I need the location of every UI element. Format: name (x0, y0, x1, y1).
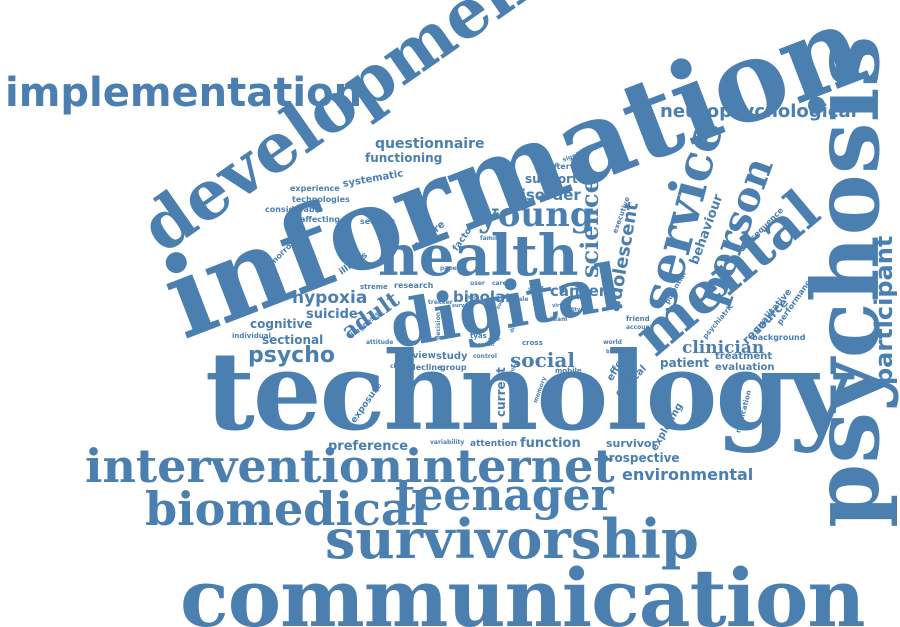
word-survey: survey (452, 303, 471, 309)
word-questionnaire: questionnaire (375, 136, 485, 152)
word-decline: decline (410, 363, 443, 372)
word-preference: preference (328, 439, 409, 454)
word-account: account (626, 324, 653, 331)
word-evaluation: evaluation (715, 362, 775, 373)
word-attitude: attitude (366, 339, 394, 346)
word-background: background (752, 333, 806, 342)
word-change: change (390, 363, 415, 370)
word-clinician: clinician (682, 338, 765, 358)
word-tool: tool (468, 295, 479, 301)
word-barrier: barrier (606, 349, 626, 355)
word-technology: technology (205, 329, 852, 455)
word-treatment: treatment (715, 351, 773, 362)
word-implementation: implementation (5, 70, 363, 116)
word-care: care (492, 280, 507, 287)
word-control: control (473, 353, 497, 360)
word-individual: individual (232, 332, 271, 340)
word-participant: participant (870, 235, 898, 385)
word-user: user (470, 280, 485, 287)
word-young: young (478, 195, 594, 235)
word-affecting: affecting (300, 215, 341, 224)
word-year: year (488, 337, 501, 343)
word-team: team (550, 316, 568, 323)
word-neuropsychological: neuropsychological (660, 101, 857, 122)
word-support: support (525, 172, 578, 186)
word-seeking: seeking (360, 217, 396, 226)
word-trekker: trekker (428, 299, 453, 306)
word-suicide: suicide (306, 307, 358, 322)
word-function: function (520, 436, 581, 451)
word-prospective: prospective (600, 451, 680, 465)
word-sectional: sectional (262, 333, 324, 347)
word-social: social (510, 348, 575, 372)
word-current: current (494, 367, 508, 417)
word-patient: patient (660, 356, 709, 370)
word-result: result (478, 342, 495, 348)
word-family: family (480, 235, 501, 242)
word-decision: decision (435, 312, 442, 340)
word-internet: internet (405, 439, 615, 493)
word-male: male (512, 296, 529, 303)
word-health: health (378, 223, 579, 289)
word-teenager: teenager (395, 470, 614, 521)
word-disorder: disorder (510, 186, 581, 204)
word-variability: variability (430, 439, 465, 446)
word-environmental: environmental (622, 465, 754, 484)
word-attention: attention (470, 439, 518, 449)
word-streme: streme (360, 283, 388, 291)
word-review: review (402, 351, 436, 361)
word-cancer: cancer (550, 282, 607, 300)
word-experience: experience (290, 184, 340, 193)
word-cognitive: cognitive (250, 317, 313, 331)
word-technologies: technologies (292, 195, 350, 204)
word-world: world (603, 339, 622, 346)
word-research: research (394, 281, 434, 290)
word-tyas: tyas (470, 332, 487, 340)
word-intervention: intervention (85, 439, 403, 493)
word-paper: paper (440, 265, 460, 272)
word-virtual: virtual (552, 303, 571, 309)
word-cross: cross (522, 339, 543, 347)
word-group: group (440, 363, 467, 372)
word-considerable: considerable (265, 205, 323, 214)
word-hypoxia: hypoxia (292, 288, 368, 308)
word-mobile: mobile (555, 367, 582, 375)
word-staff: staff (528, 286, 544, 293)
word-sleep: sleep (568, 295, 584, 301)
word-survivor: survivor (606, 437, 657, 450)
word-study: study (436, 351, 468, 362)
word-survivorship: survivorship (325, 507, 699, 571)
word-friend: friend (626, 315, 650, 323)
word-functioning: functioning (365, 151, 443, 165)
word-interview: interview (548, 162, 591, 171)
word-biomedical: biomedical (145, 482, 429, 536)
word-communication: communication (180, 551, 865, 627)
word-psycho: psycho (248, 343, 336, 368)
word-reality: reality (562, 307, 581, 313)
word-bipolar: bipolar (453, 288, 513, 306)
word-science: science (575, 178, 604, 278)
